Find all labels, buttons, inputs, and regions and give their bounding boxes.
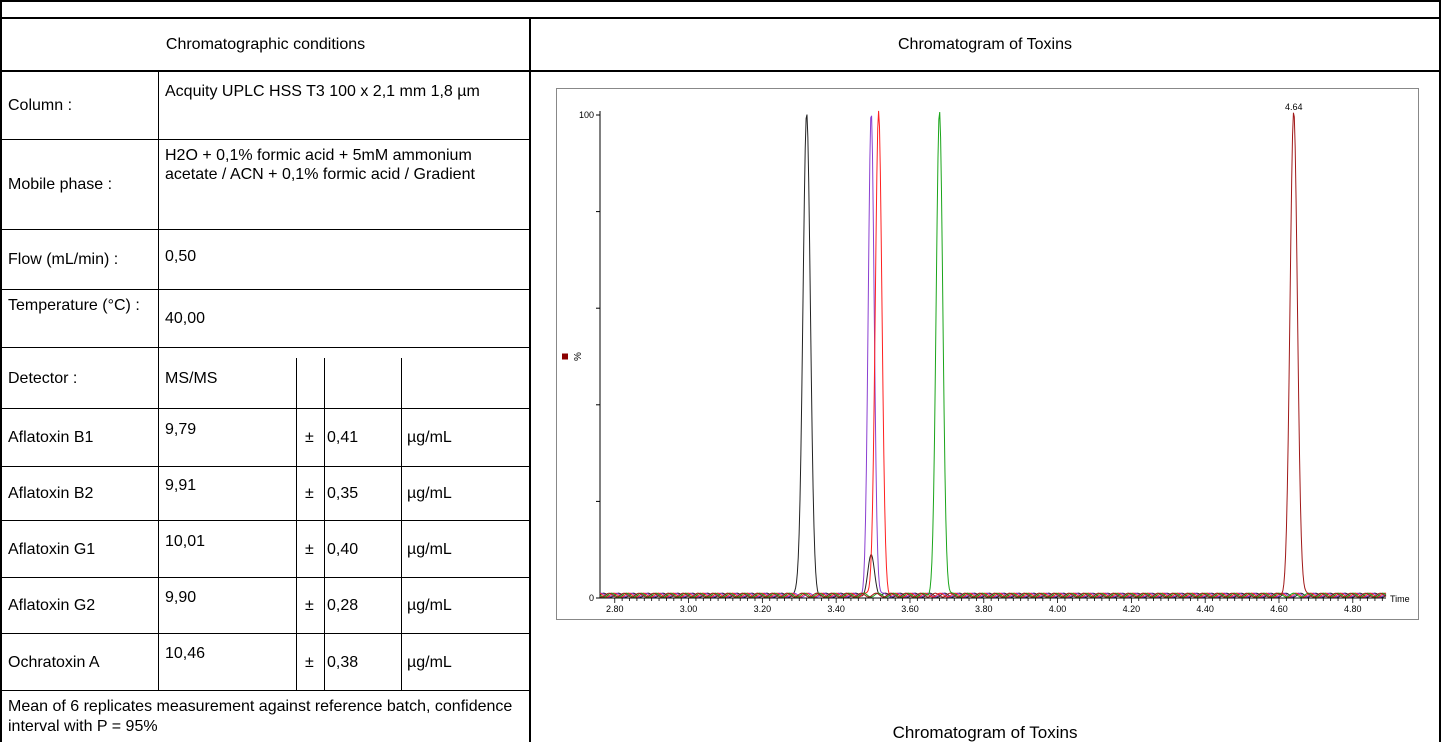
- channel-marker: [562, 353, 568, 360]
- x-tick-label: 4.00: [1049, 604, 1067, 614]
- toxin-uncertainty: 0,41: [327, 429, 359, 446]
- x-tick-label: 3.60: [901, 604, 919, 614]
- toxin-pm: ±: [305, 429, 314, 446]
- toxin-pm: ±: [305, 540, 314, 558]
- toxin-value: 9,91: [165, 477, 197, 494]
- x-tick-label: 3.20: [754, 604, 772, 614]
- row-rule: [0, 229, 530, 230]
- toxin-unit: µg/mL: [407, 485, 452, 502]
- toxin-unit: µg/mL: [407, 653, 452, 671]
- chromatogram-caption: Chromatogram of Toxins: [892, 723, 1078, 742]
- row-rule: [0, 289, 530, 290]
- toxin-uncertainty: 0,35: [327, 485, 359, 502]
- x-tick-label: 4.40: [1196, 604, 1214, 614]
- toxin-value: 10,01: [165, 533, 206, 550]
- y-tick-label: 0: [589, 593, 594, 603]
- x-tick-label: 2.80: [606, 604, 624, 614]
- conditions-header: Chromatographic conditions: [165, 36, 366, 53]
- y-axis-label: %: [573, 352, 584, 361]
- toxin-pm: ±: [305, 485, 314, 502]
- toxin-pm: ±: [305, 597, 314, 614]
- row-rule: [0, 633, 530, 634]
- toxin-pm: ±: [305, 653, 314, 671]
- chart-frame: [556, 88, 1419, 620]
- condition-label-flow: Flow (mL/min) :: [8, 251, 119, 268]
- x-tick-label: 4.80: [1344, 604, 1362, 614]
- series-line: [599, 110, 1387, 598]
- row-rule: [0, 408, 530, 409]
- toxin-uncertainty: 0,38: [327, 653, 359, 671]
- condition-value-detector: MS/MS: [165, 370, 218, 387]
- toxin-name: Aflatoxin G2: [8, 597, 96, 614]
- toxin-name: Aflatoxin B2: [8, 485, 94, 502]
- row-rule: [0, 577, 530, 578]
- footnote: Mean of 6 replicates measurement against…: [8, 698, 513, 735]
- toxin-uncertainty: 0,40: [327, 540, 359, 558]
- top-border: [0, 0, 1441, 2]
- chromatogram-chart: 0 100% 2.80 3.00 3.20 3.40 3.60 3.80 4.00 4.20 4.4…: [556, 88, 1419, 620]
- series-line: [599, 115, 1387, 598]
- header-bottom-rule: [0, 70, 1441, 72]
- header-top-rule: [0, 17, 1441, 19]
- toxin-uncertainty: 0,28: [327, 597, 359, 614]
- x-tick-label: 3.80: [975, 604, 993, 614]
- unc-divider: [324, 358, 325, 690]
- x-tick-label: 3.00: [680, 604, 698, 614]
- toxin-value: 9,79: [165, 421, 197, 438]
- toxin-name: Ochratoxin A: [8, 653, 100, 671]
- unit-divider: [401, 358, 402, 690]
- toxin-unit: µg/mL: [407, 429, 452, 446]
- peak-annotation: 4.64: [1285, 102, 1303, 112]
- x-tick-label: 3.40: [827, 604, 845, 614]
- condition-value-column: Acquity UPLC HSS T3 100 x 2,1 mm 1,8 µm: [165, 83, 480, 100]
- x-tick-label: 4.60: [1270, 604, 1288, 614]
- pm-divider: [296, 358, 297, 690]
- x-tick-label: 4.20: [1123, 604, 1141, 614]
- label-divider: [158, 70, 159, 690]
- row-rule: [0, 347, 530, 348]
- row-rule: [0, 139, 530, 140]
- condition-value-flow: 0,50: [165, 247, 197, 265]
- condition-label-temperature: Temperature (°C) :: [8, 297, 140, 314]
- condition-label-column: Column :: [8, 97, 73, 114]
- chromatogram-header: Chromatogram of Toxins: [898, 36, 1072, 53]
- toxin-unit: µg/mL: [407, 597, 452, 614]
- toxin-value: 9,90: [165, 589, 197, 606]
- row-rule: [0, 520, 530, 521]
- series-line: [599, 112, 1387, 598]
- column-divider: [529, 17, 531, 742]
- condition-label-mobile-phase: Mobile phase :: [8, 176, 113, 193]
- condition-label-detector: Detector :: [8, 369, 78, 387]
- toxin-name: Aflatoxin B1: [8, 429, 94, 446]
- toxin-value: 10,46: [165, 645, 206, 662]
- series-line: [599, 114, 1387, 598]
- left-border: [0, 0, 2, 742]
- row-rule: [0, 690, 530, 691]
- toxin-name: Aflatoxin G1: [8, 540, 96, 558]
- toxin-unit: µg/mL: [407, 540, 452, 558]
- right-border: [1439, 0, 1441, 742]
- y-tick-label: 100: [579, 110, 594, 120]
- row-rule: [0, 466, 530, 467]
- series-line: [599, 111, 1387, 598]
- condition-value-temperature: 40,00: [165, 310, 206, 327]
- condition-value-mobile-phase: H2O + 0,1% formic acid + 5mM ammonium ac…: [165, 147, 475, 183]
- x-axis-label: Time: [1390, 594, 1410, 604]
